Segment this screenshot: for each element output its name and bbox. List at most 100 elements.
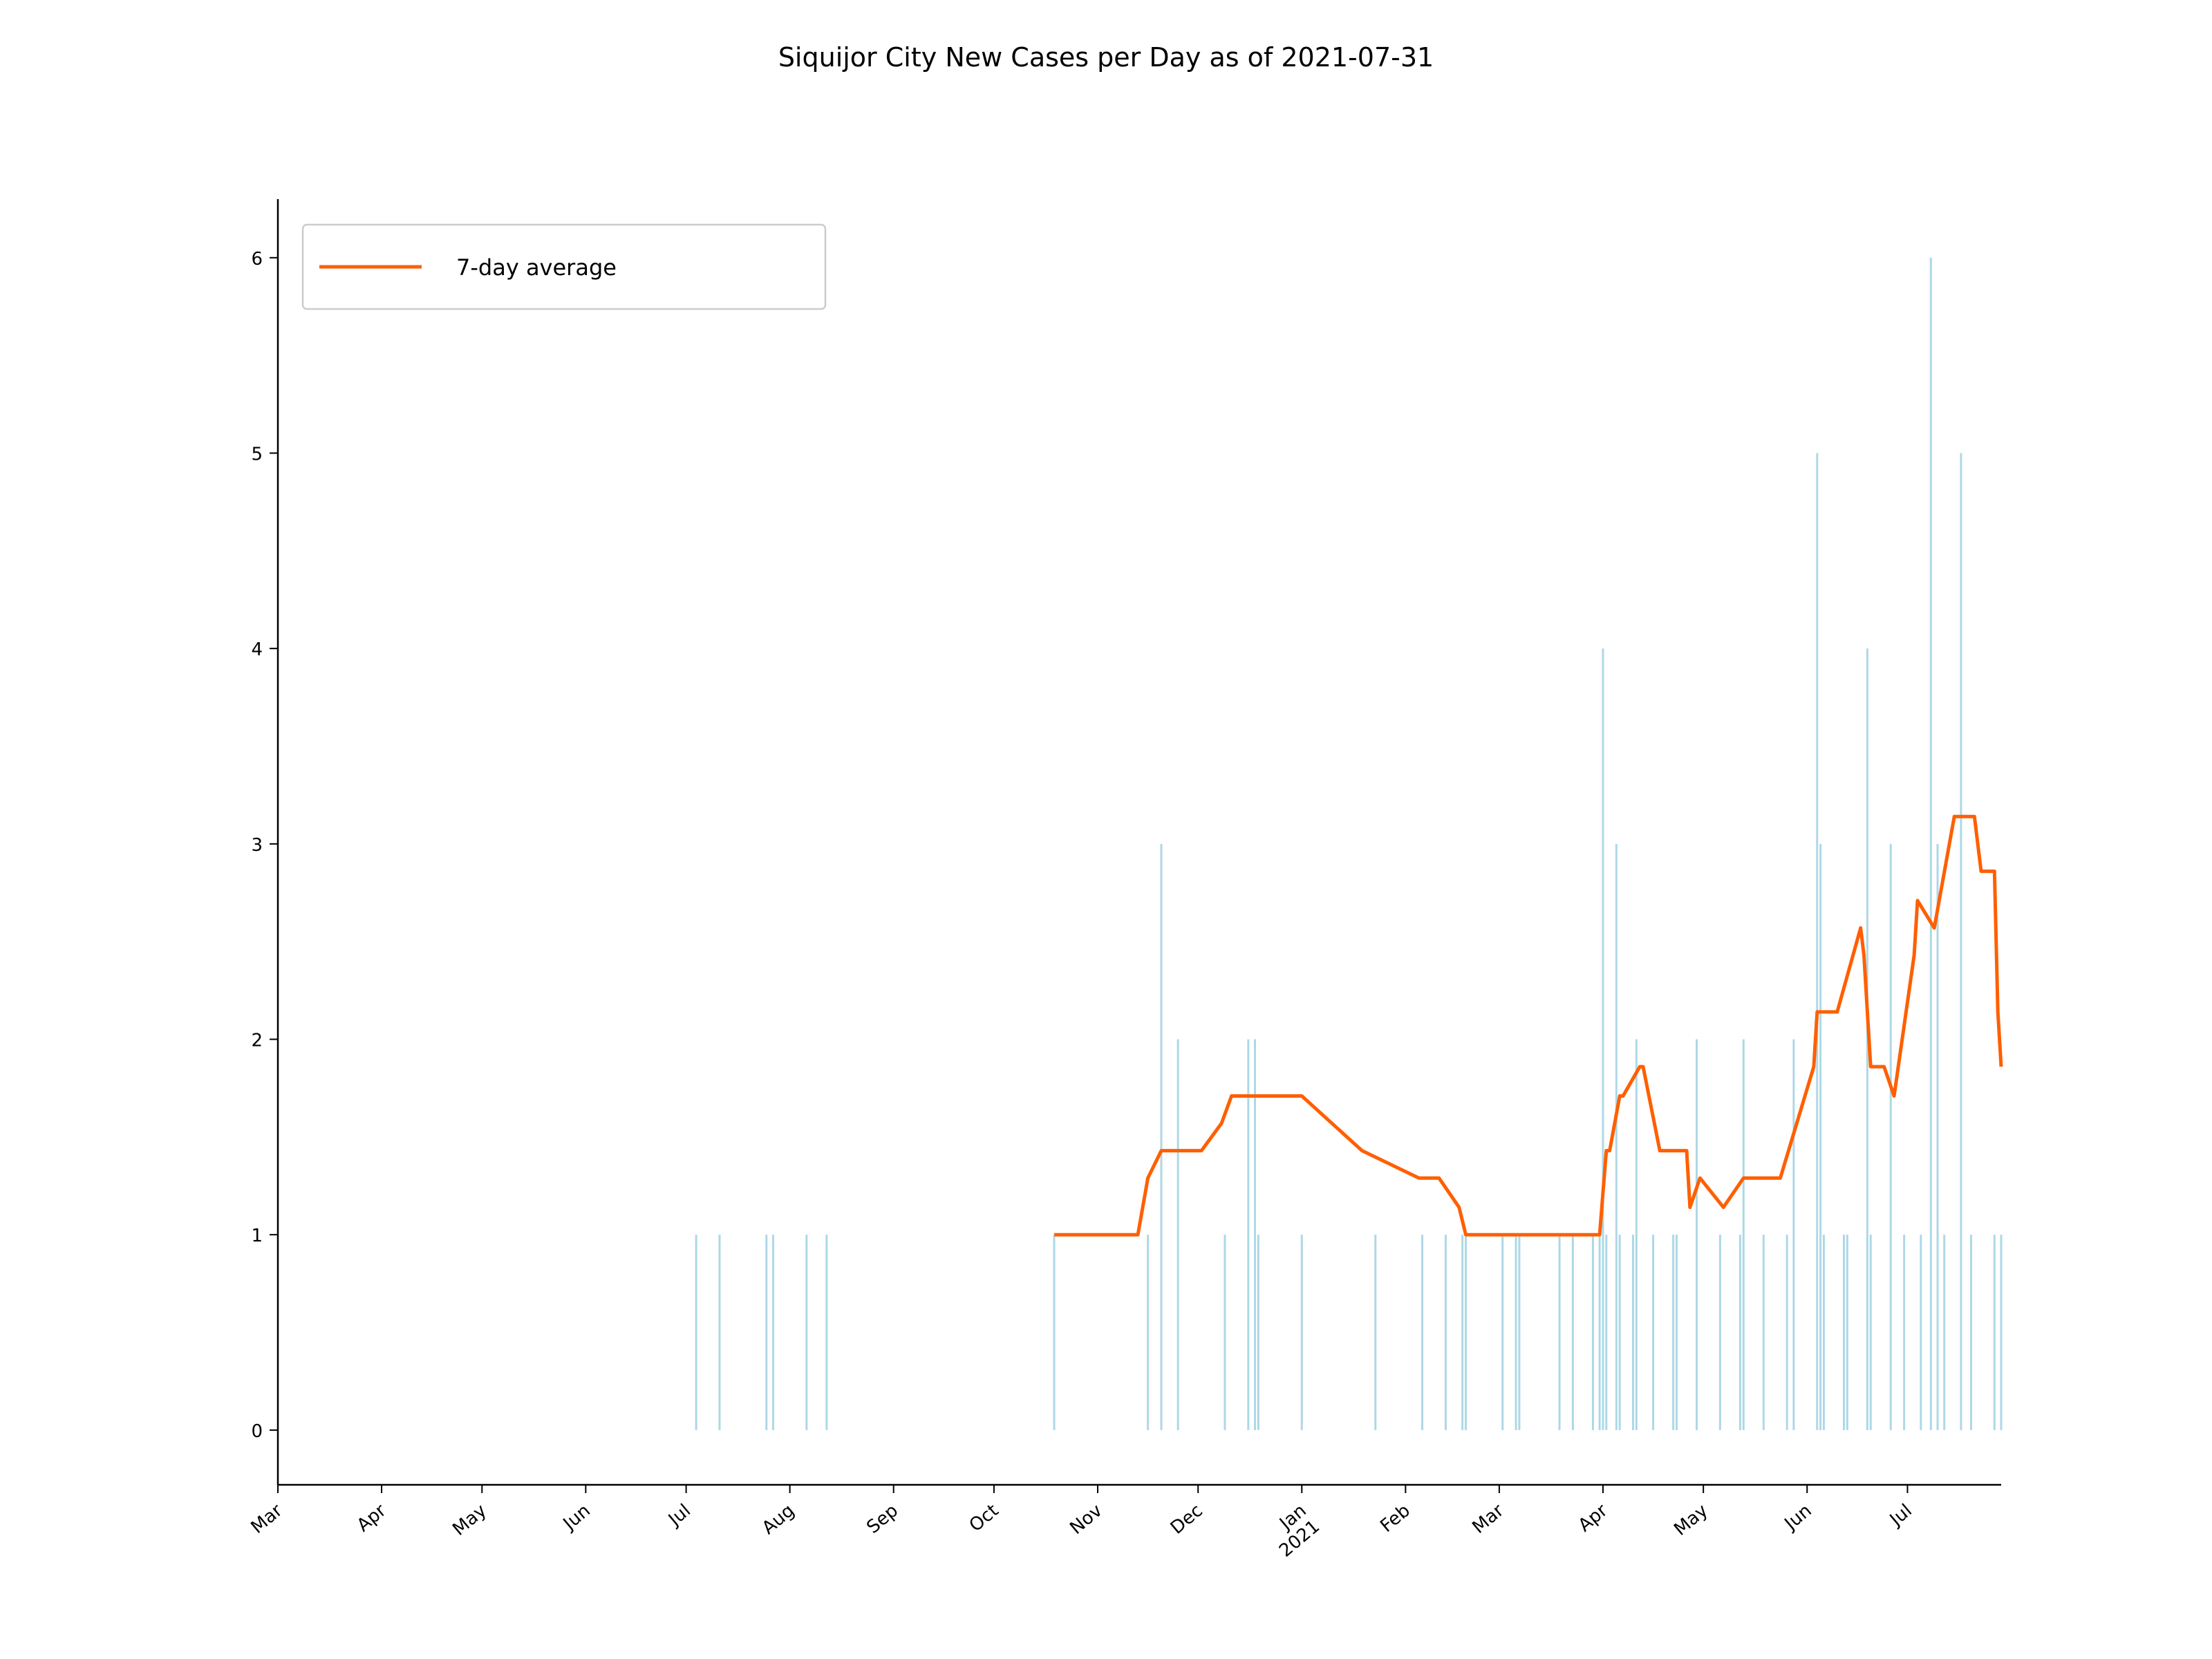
bar bbox=[1695, 1039, 1698, 1430]
x-tick-label: Feb bbox=[1376, 1500, 1414, 1537]
bar bbox=[1675, 1235, 1678, 1430]
bar bbox=[765, 1235, 768, 1430]
bar bbox=[1869, 1235, 1872, 1430]
x-tick-label: Sep bbox=[863, 1500, 902, 1537]
bar bbox=[1605, 1235, 1608, 1430]
bar bbox=[1461, 1235, 1464, 1430]
bar bbox=[1558, 1235, 1561, 1430]
x-tick-label: Mar bbox=[247, 1500, 287, 1538]
bar bbox=[1738, 1235, 1741, 1430]
bar bbox=[1444, 1235, 1447, 1430]
x-tick-label: May bbox=[1670, 1500, 1712, 1540]
bar bbox=[1762, 1235, 1765, 1430]
x-tick-label-line: Jun bbox=[1780, 1500, 1816, 1535]
x-tick-label-line: Oct bbox=[966, 1500, 1003, 1536]
x-tick-label: Jan2021 bbox=[1262, 1500, 1324, 1561]
y-tick-label: 6 bbox=[251, 249, 263, 270]
bar bbox=[1969, 1235, 1972, 1430]
x-tick-label: Jul bbox=[1885, 1500, 1916, 1530]
bar bbox=[1177, 1039, 1179, 1430]
chart-title: Siquijor City New Cases per Day as of 20… bbox=[778, 42, 1434, 73]
series-line-7-day-average bbox=[1054, 814, 2003, 1237]
legend-box bbox=[301, 223, 827, 310]
legend: 7-day average bbox=[301, 223, 827, 310]
bar bbox=[1652, 1235, 1655, 1430]
bar bbox=[1960, 453, 1962, 1430]
x-tick-label: Apr bbox=[353, 1500, 391, 1536]
x-tick-label: Jun bbox=[1780, 1500, 1816, 1535]
bar bbox=[1501, 1235, 1504, 1430]
x-tick-label: Dec bbox=[1167, 1500, 1207, 1538]
x-tick-label-line: Jul bbox=[664, 1500, 695, 1530]
x-tick-label-line: May bbox=[449, 1500, 490, 1540]
bar bbox=[1254, 1039, 1257, 1430]
bar bbox=[1943, 1235, 1946, 1430]
bar bbox=[1224, 1235, 1226, 1430]
bar bbox=[771, 1235, 774, 1430]
x-tick-label-line: Nov bbox=[1066, 1500, 1106, 1539]
legend-label: 7-day average bbox=[456, 254, 617, 281]
x-tick-label-line: Jun bbox=[559, 1500, 594, 1535]
x-tick-label-line: May bbox=[1670, 1500, 1712, 1540]
y-tick-label: 3 bbox=[251, 835, 263, 856]
bar bbox=[1672, 1235, 1675, 1430]
x-tick-label: Oct bbox=[966, 1500, 1003, 1536]
bar bbox=[1903, 1235, 1906, 1430]
bar bbox=[1819, 843, 1822, 1430]
axes: 0 1 2 3 4 5 6 Mar Apr May Jun Jul Aug Sep Oct Nov Dec Jan… bbox=[247, 199, 2001, 1562]
bar bbox=[718, 1235, 721, 1430]
bar bbox=[1160, 843, 1163, 1430]
x-tick-label-line: Apr bbox=[353, 1500, 391, 1536]
bars-layer bbox=[695, 257, 2003, 1430]
bar bbox=[1842, 1235, 1845, 1430]
y-tick-label: 4 bbox=[251, 639, 263, 660]
x-tick-label-line: Sep bbox=[863, 1500, 902, 1537]
bar bbox=[1618, 1235, 1621, 1430]
bar bbox=[1889, 843, 1892, 1430]
x-tick-label-line: Aug bbox=[758, 1500, 798, 1539]
bar bbox=[1920, 1235, 1922, 1430]
bar bbox=[1257, 1235, 1259, 1430]
bar bbox=[1936, 843, 1939, 1430]
y-tick-label: 5 bbox=[251, 444, 263, 465]
x-tick-label-line: Dec bbox=[1167, 1500, 1207, 1538]
bar bbox=[1792, 1039, 1795, 1430]
bar bbox=[1515, 1235, 1517, 1430]
bar bbox=[1421, 1235, 1424, 1430]
bar bbox=[1518, 1235, 1521, 1430]
bar bbox=[1374, 1235, 1377, 1430]
x-tick-label: Jul bbox=[664, 1500, 695, 1530]
x-tick-label-line: Feb bbox=[1376, 1500, 1414, 1537]
bar bbox=[1464, 1235, 1467, 1430]
bar bbox=[1615, 843, 1618, 1430]
bar bbox=[1591, 1235, 1594, 1430]
y-tick-label: 2 bbox=[251, 1031, 263, 1051]
bar bbox=[1929, 257, 1932, 1430]
bar bbox=[1742, 1039, 1745, 1430]
bar bbox=[2000, 1235, 2003, 1430]
bar bbox=[1053, 1235, 1056, 1430]
x-tick-label: Apr bbox=[1575, 1500, 1612, 1536]
bar bbox=[1247, 1039, 1250, 1430]
bar bbox=[1635, 1039, 1638, 1430]
line-layer bbox=[1054, 814, 2003, 1237]
x-tick-label-line: Mar bbox=[247, 1500, 287, 1538]
bar bbox=[1993, 1235, 1996, 1430]
x-tick-label: May bbox=[449, 1500, 490, 1540]
bar bbox=[1822, 1235, 1825, 1430]
bar bbox=[1147, 1235, 1150, 1430]
y-tick-label: 1 bbox=[251, 1226, 263, 1246]
bar bbox=[1785, 1235, 1788, 1430]
y-tick-label: 0 bbox=[251, 1421, 263, 1442]
bar bbox=[1571, 1235, 1574, 1430]
x-tick-label: Mar bbox=[1469, 1500, 1508, 1538]
x-tick-label-line: Apr bbox=[1575, 1500, 1612, 1536]
bar bbox=[805, 1235, 808, 1430]
x-tick-label: Nov bbox=[1066, 1500, 1106, 1539]
x-tick-label: Jun bbox=[559, 1500, 594, 1535]
bar bbox=[1816, 453, 1819, 1430]
bar bbox=[1300, 1235, 1303, 1430]
bar bbox=[1718, 1235, 1721, 1430]
bar bbox=[1598, 1235, 1601, 1430]
